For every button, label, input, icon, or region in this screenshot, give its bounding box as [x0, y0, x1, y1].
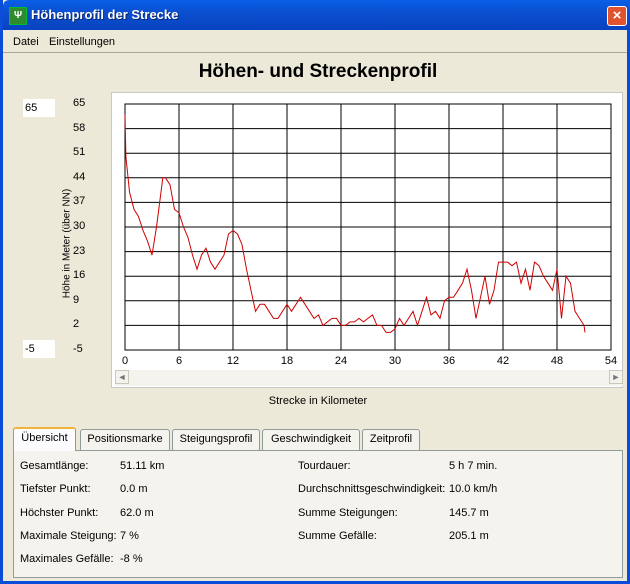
menu-bar: Datei Einstellungen [3, 33, 627, 51]
y-tick-label: 9 [73, 293, 80, 306]
y-tick-label: 65 [73, 97, 86, 109]
tab-positionsmarke[interactable]: Positionsmarke [80, 429, 170, 450]
x-axis-label: Strecke in Kilometer [268, 395, 368, 407]
stat-label: Summe Steigungen: [298, 507, 398, 519]
tab-geschwindigkeit[interactable]: Geschwindigkeit [262, 429, 360, 450]
y-tick-label: 37 [73, 195, 86, 208]
y-min-input[interactable] [23, 340, 55, 358]
title-bar[interactable]: Ψ Höhenprofil der Strecke × [3, 0, 630, 30]
y-tick-label: 23 [73, 244, 86, 257]
y-axis-label: Höhe in Meter (über NN) [61, 188, 73, 299]
stat-label: Gesamtlänge: [20, 460, 89, 472]
window-title: Höhenprofil der Strecke [31, 7, 179, 22]
menu-separator [3, 52, 627, 53]
stat-value: 0.0 m [120, 483, 148, 495]
y-tick-label: 44 [73, 170, 86, 183]
stat-value: 51.11 km [120, 460, 165, 472]
scroll-left-button[interactable]: ◄ [115, 370, 129, 384]
y-tick-label: 2 [73, 318, 80, 331]
y-tick-label: -5 [73, 343, 83, 355]
stat-label: Tiefster Punkt: [20, 483, 91, 495]
stat-value: 10.0 km/h [449, 483, 498, 495]
stat-value: 62.0 m [120, 507, 154, 519]
stat-label: Maximales Gefälle: [20, 553, 114, 565]
y-tick-label: 16 [73, 269, 86, 282]
stat-value: 5 h 7 min. [449, 460, 498, 472]
menu-datei[interactable]: Datei [13, 36, 39, 48]
stat-label: Durchschnittsgeschwindigkeit: [298, 483, 446, 495]
close-button[interactable]: × [607, 6, 627, 26]
y-tick-label: 30 [73, 220, 86, 232]
stat-value: 205.1 m [449, 530, 489, 542]
app-icon: Ψ [9, 7, 27, 25]
scroll-right-button[interactable]: ► [609, 370, 623, 384]
tab-zeitprofil[interactable]: Zeitprofil [362, 429, 420, 450]
chart-title: Höhen- und Streckenprofil [198, 61, 438, 82]
chart-scrollbar[interactable]: ◄ ► [115, 370, 623, 386]
y-tick-label: 58 [73, 121, 86, 134]
chart-panel [111, 92, 623, 388]
stat-label: Summe Gefälle: [298, 530, 377, 542]
tab-steigungsprofil[interactable]: Steigungsprofil [172, 429, 260, 450]
stat-label: Tourdauer: [298, 460, 351, 472]
y-tick-label: 51 [73, 146, 86, 159]
stat-value: 7 % [120, 530, 139, 542]
stat-value: 145.7 m [449, 507, 489, 519]
y-max-input[interactable] [23, 99, 55, 117]
menu-einstellungen[interactable]: Einstellungen [49, 36, 116, 48]
stat-value: -8 % [120, 553, 143, 565]
overview-panel: Gesamtlänge: 51.11 km Tiefster Punkt: 0.… [13, 450, 623, 578]
stat-label: Maximale Steigung: [20, 530, 117, 542]
stat-label: Höchster Punkt: [20, 507, 99, 519]
tab-uebersicht[interactable]: Übersicht [13, 427, 76, 451]
